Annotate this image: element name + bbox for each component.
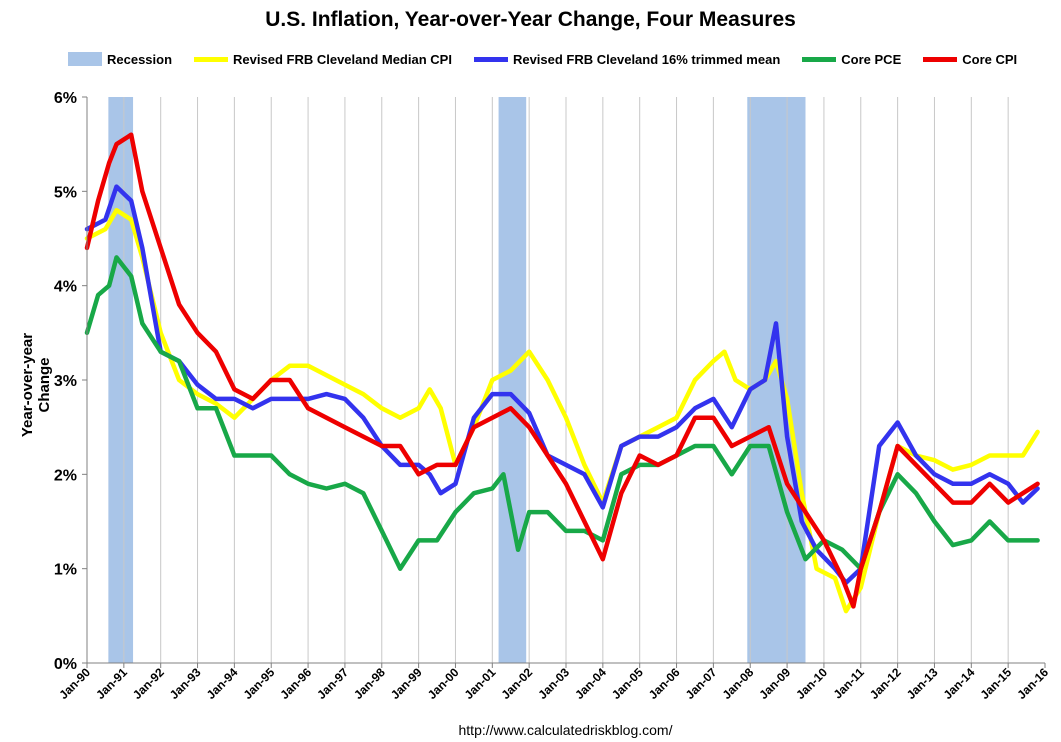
x-tick-label-19: Jan-08: [720, 665, 757, 702]
x-tick-label-12: Jan-01: [462, 665, 499, 702]
legend-label-recession: Recession: [107, 51, 173, 67]
recession-band-3: [747, 97, 806, 663]
legend-item-median-cpi: Revised FRB Cleveland Median CPI: [194, 52, 452, 67]
legend-item-recession: Recession: [68, 52, 172, 67]
x-tick-label-8: Jan-97: [314, 665, 351, 702]
x-tick-label-25: Jan-14: [941, 665, 978, 702]
y-tick-labels: 0% 1% 2% 3% 4% 5% 6%: [54, 90, 77, 673]
legend-label-trimmed-mean: Revised FRB Cleveland 16% trimmed mean: [512, 51, 781, 67]
x-tick-label-14: Jan-03: [535, 665, 572, 702]
legend: Recession Revised FRB Cleveland Median C…: [68, 50, 1039, 68]
x-tick-label-11: Jan-00: [425, 665, 462, 702]
series-line-4: [84, 132, 1040, 609]
x-tick-label-16: Jan-05: [609, 665, 646, 702]
series-lines: [84, 132, 1040, 614]
axes: [82, 96, 1046, 668]
legend-swatch-trimmed-mean: [473, 56, 508, 62]
legend-item-core-cpi: Core CPI: [923, 52, 1017, 67]
legend-item-core-pce: Core PCE: [802, 52, 901, 67]
chart-title: U.S. Inflation, Year-over-Year Change, F…: [265, 8, 796, 31]
x-tick-label-20: Jan-09: [756, 665, 793, 702]
legend-label-median-cpi: Revised FRB Cleveland Median CPI: [233, 51, 452, 67]
x-tick-label-6: Jan-95: [241, 665, 278, 702]
x-tick-label-9: Jan-98: [351, 665, 388, 702]
y-tick-label-2: 1%: [54, 562, 77, 579]
recession-band-2: [498, 97, 527, 663]
x-tick-label-17: Jan-06: [646, 665, 683, 702]
legend-label-core-pce: Core PCE: [841, 51, 902, 67]
x-tick-label-2: Jan-91: [93, 665, 130, 702]
x-tick-label-5: Jan-94: [204, 665, 241, 702]
legend-swatch-recession: [68, 52, 102, 66]
x-tick-label-15: Jan-04: [572, 665, 609, 702]
y-tick-label-4: 3%: [54, 373, 77, 390]
x-tick-label-18: Jan-07: [683, 665, 720, 702]
x-tick-label-3: Jan-92: [130, 665, 167, 702]
x-tick-label-21: Jan-10: [793, 665, 830, 702]
y-tick-label-6: 5%: [54, 184, 77, 201]
series-line-2: [84, 184, 1040, 586]
legend-item-trimmed-mean: Revised FRB Cleveland 16% trimmed mean: [473, 51, 781, 67]
legend-swatch-core-cpi: [923, 56, 958, 62]
y-tick-label-3: 2%: [54, 467, 77, 484]
legend-swatch-median-cpi: [194, 56, 229, 62]
recession-band-1: [108, 97, 134, 663]
x-tick-label-23: Jan-12: [867, 665, 904, 702]
x-tick-labels: Jan-90 Jan-91 Jan-92 Jan-93 Jan-94 Jan-95 Jan-…: [56, 665, 1051, 702]
series-line-1: [84, 207, 1040, 614]
legend-swatch-core-pce: [802, 56, 837, 62]
legend-label-core-cpi: Core CPI: [962, 51, 1018, 67]
x-tick-label-7: Jan-96: [277, 665, 314, 702]
x-tick-label-27: Jan-16: [1014, 665, 1051, 702]
y-tick-label-5: 4%: [54, 279, 77, 296]
source-url: http://www.calculatedriskblog.com/: [458, 722, 673, 738]
x-tick-label-26: Jan-15: [977, 665, 1014, 702]
recession-bands: [108, 97, 806, 663]
x-tick-label-10: Jan-99: [388, 665, 425, 702]
x-tick-label-13: Jan-02: [498, 665, 535, 702]
y-tick-label-7: 6%: [54, 90, 77, 107]
x-tick-label-4: Jan-93: [167, 665, 204, 702]
grid-lines: [123, 97, 1009, 663]
x-tick-label-22: Jan-11: [831, 665, 868, 702]
y-tick-label-1: 0%: [54, 656, 77, 673]
x-tick-label-24: Jan-13: [904, 665, 941, 702]
